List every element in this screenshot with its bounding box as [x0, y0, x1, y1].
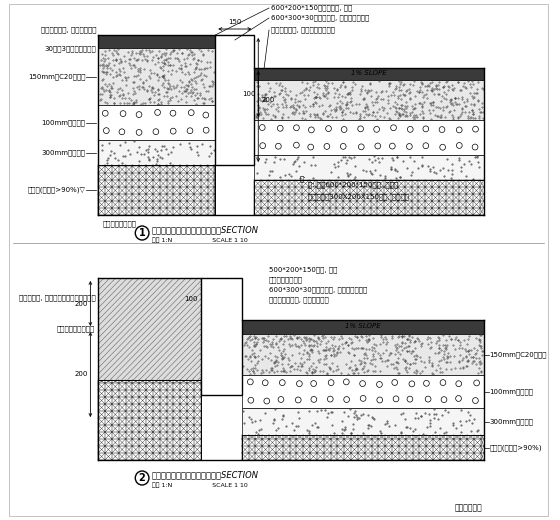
Text: 200: 200	[74, 371, 87, 378]
Text: 常规道路铺装, 参考道路干管: 常规道路铺装, 参考道路干管	[41, 27, 96, 33]
Bar	[98, 278, 200, 380]
Text: 500*200*150孙石, 平排: 500*200*150孙石, 平排	[269, 267, 337, 274]
Text: 素夹土（多层压实）: 素夹土（多层压实）	[57, 326, 95, 332]
Bar	[242, 408, 484, 435]
Text: 常规道路铺装, 参考道路干管顶面: 常规道路铺装, 参考道路干管顶面	[271, 27, 335, 33]
Text: 比例 1:N                    SCALE 1 10: 比例 1:N SCALE 1 10	[152, 237, 248, 243]
Bar	[216, 35, 254, 165]
Bar	[98, 48, 216, 105]
Bar	[98, 165, 216, 215]
Text: 1% SLOPE: 1% SLOPE	[345, 323, 381, 329]
Bar	[98, 35, 216, 48]
Bar	[200, 278, 242, 395]
Bar	[254, 155, 484, 180]
Text: 150mm缺C20混凝土: 150mm缺C20混凝土	[489, 351, 547, 358]
Bar	[242, 435, 484, 460]
Text: 道牙大样图一（车道与铺装路）SECTION: 道牙大样图一（车道与铺装路）SECTION	[152, 226, 259, 235]
Text: 150mm缺C20混凝土: 150mm缺C20混凝土	[28, 73, 86, 80]
Bar	[98, 105, 216, 140]
Text: 渗进乳化路边布线: 渗进乳化路边布线	[269, 277, 303, 283]
Text: 600*300*30凿耳石道牙, 平排（平假石）: 600*300*30凿耳石道牙, 平排（平假石）	[271, 15, 369, 21]
Text: 150: 150	[228, 19, 241, 25]
Text: 路缘石剖面图: 路缘石剖面图	[455, 503, 482, 513]
Text: 原土层(实密度>90%)▽: 原土层(实密度>90%)▽	[27, 187, 86, 193]
Text: 渗进乳化路边布线: 渗进乳化路边布线	[103, 220, 137, 227]
Text: 100: 100	[184, 296, 198, 302]
Text: 200: 200	[74, 301, 87, 306]
Text: 常规情况把300X200X150孙石, 粗配石基: 常规情况把300X200X150孙石, 粗配石基	[308, 193, 409, 200]
Bar	[242, 375, 484, 408]
Text: 常规道路铺装层, 参考道路干管: 常规道路铺装层, 参考道路干管	[269, 297, 329, 303]
Text: 1% SLOPE: 1% SLOPE	[351, 70, 387, 76]
Text: 1: 1	[139, 228, 146, 238]
Bar	[242, 320, 484, 334]
Text: 2: 2	[139, 473, 146, 483]
Bar	[98, 140, 216, 165]
Text: 300mm级配石基: 300mm级配石基	[489, 418, 534, 425]
Bar	[254, 80, 484, 120]
Text: 注:: 注:	[300, 175, 306, 181]
Text: 100: 100	[242, 91, 255, 97]
Bar	[254, 68, 484, 80]
Bar	[242, 334, 484, 375]
Bar	[254, 180, 484, 215]
Text: 200: 200	[261, 97, 274, 103]
Text: 100mm级配石层: 100mm级配石层	[489, 388, 534, 395]
Text: 比例 1:N                    SCALE 1 10: 比例 1:N SCALE 1 10	[152, 482, 248, 488]
Text: 30厕：3水泥级浆结合层: 30厕：3水泥级浆结合层	[44, 45, 96, 52]
Text: 600*200*150进口石道牙, 平排: 600*200*150进口石道牙, 平排	[271, 5, 352, 11]
Text: 景观闸井権, 参考道路施工专业建设工程: 景观闸井権, 参考道路施工专业建设工程	[18, 295, 95, 301]
Text: 600*300*30凿耳石道牙, 平排（平假石）: 600*300*30凿耳石道牙, 平排（平假石）	[269, 287, 367, 293]
Text: 原土层(实密度>90%): 原土层(实密度>90%)	[489, 444, 542, 451]
Bar	[254, 120, 484, 155]
Text: 300mm级配石基: 300mm级配石基	[41, 149, 86, 156]
Text: 注: 若为600*200*150孙石, 平排时: 注: 若为600*200*150孙石, 平排时	[308, 181, 398, 188]
Bar	[98, 380, 200, 460]
Text: 道牙大样图二（车道与绳化路）SECTION: 道牙大样图二（车道与绳化路）SECTION	[152, 471, 259, 479]
Text: 100mm级配石层: 100mm级配石层	[41, 119, 86, 126]
